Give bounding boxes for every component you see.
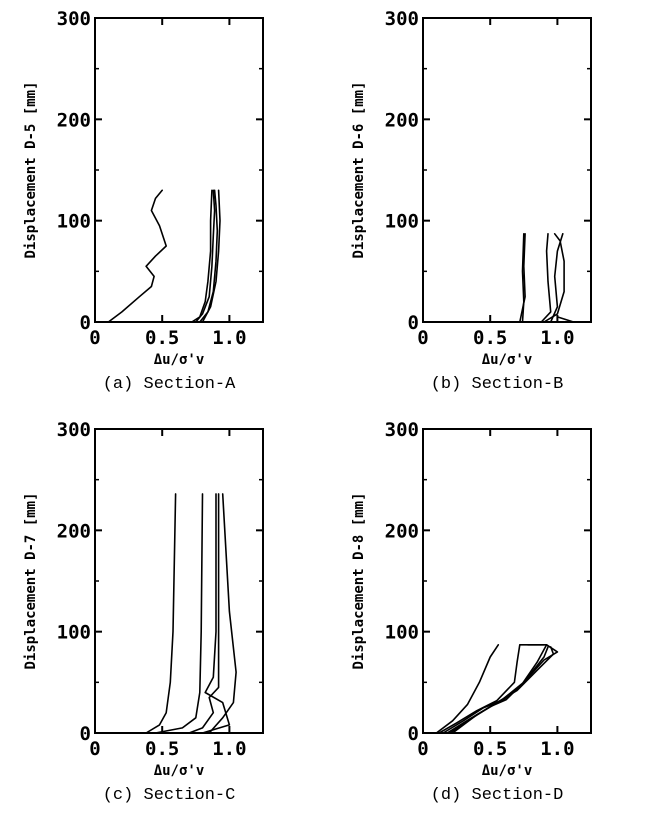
y-tick-label: 200 [57,520,91,542]
y-tick-label: 200 [385,520,419,542]
y-axis-title: Displacement D-7 [mm] [23,492,39,669]
y-tick-label: 200 [57,109,91,131]
x-tick-label: 1.0 [212,738,246,760]
x-tick-label: 1.0 [540,738,574,760]
series-line-4 [543,233,565,323]
series-line-1 [422,233,525,323]
x-tick-label: 0.5 [145,738,179,760]
series-line-2 [154,493,204,734]
series-line-4 [201,493,231,734]
chart-svg: 0 100 200 300 0 0.5 1.0 Δu/σ'v Displacement D-5 … [23,8,264,394]
chart-svg: 0 100 200 300 0 0.5 1.0 Δu/σ'v Displacement D-7 … [23,419,264,805]
chart-panel-b: 0 100 200 300 0 0.5 1.0 Δu/σ'v Displacement D-6 … [328,0,656,411]
x-tick-label: 0 [89,738,100,760]
x-tick-label: 0.5 [473,327,507,349]
y-tick-label: 0 [80,312,91,334]
series-line-3 [540,233,552,323]
x-tick-label: 0 [417,327,428,349]
series-line-5 [549,233,564,323]
series-line-5 [201,189,221,323]
plot-frame [94,17,264,323]
y-tick-label: 100 [385,211,419,233]
y-tick-label: 0 [408,723,419,745]
x-tick-label: 0 [417,738,428,760]
y-axis-title: Displacement D-6 [mm] [351,81,367,258]
y-tick-label: 300 [385,419,419,441]
y-axis-title: Displacement D-5 [mm] [23,81,39,258]
plot-frame [94,428,264,734]
chart-panel-d: 0 100 200 300 0 0.5 1.0 Δu/σ'v Displacement D-8 … [328,411,656,822]
y-tick-label: 0 [408,312,419,334]
x-tick-label: 0 [89,327,100,349]
series-line-3 [195,189,216,323]
series-line-6 [451,644,559,734]
y-tick-label: 0 [80,723,91,745]
x-tick-label: 1.0 [540,327,574,349]
y-tick-label: 200 [385,109,419,131]
y-tick-label: 100 [385,622,419,644]
y-tick-label: 300 [57,419,91,441]
series-line-2 [191,189,213,323]
series-line-1 [107,189,167,323]
x-axis-title: Δu/σ'v [154,763,205,779]
panel-caption: (a) Section-A [103,375,236,394]
chart-svg: 0 100 200 300 0 0.5 1.0 Δu/σ'v Displacement D-6 … [351,8,592,394]
series-line-2 [519,233,526,323]
series-line-6 [543,316,575,323]
series-line-3 [188,493,220,734]
x-axis-title: Δu/σ'v [482,352,533,368]
panel-caption: (d) Section-D [431,786,564,805]
chart-panel-a: 0 100 200 300 0 0.5 1.0 Δu/σ'v Displacement D-5 … [0,0,328,411]
y-axis-title: Displacement D-8 [mm] [351,492,367,669]
chart-svg: 0 100 200 300 0 0.5 1.0 Δu/σ'v Displacement D-8 … [351,419,592,805]
x-tick-label: 0.5 [473,738,507,760]
y-tick-label: 300 [57,8,91,30]
series-line-3 [442,644,548,734]
series-line-1 [94,493,177,734]
plot-frame [422,17,592,323]
series-line-5 [208,493,237,734]
y-tick-label: 100 [57,622,91,644]
y-tick-label: 100 [57,211,91,233]
panel-caption: (c) Section-C [103,786,236,805]
panel-caption: (b) Section-B [431,375,564,394]
plot-frame [422,428,592,734]
series-line-1 [435,644,500,734]
series-line-2 [438,644,545,734]
y-tick-label: 300 [385,8,419,30]
chart-panel-c: 0 100 200 300 0 0.5 1.0 Δu/σ'v Displacement D-7 … [0,411,328,822]
x-tick-label: 1.0 [212,327,246,349]
x-tick-label: 0.5 [145,327,179,349]
x-axis-title: Δu/σ'v [154,352,205,368]
x-axis-title: Δu/σ'v [482,763,533,779]
